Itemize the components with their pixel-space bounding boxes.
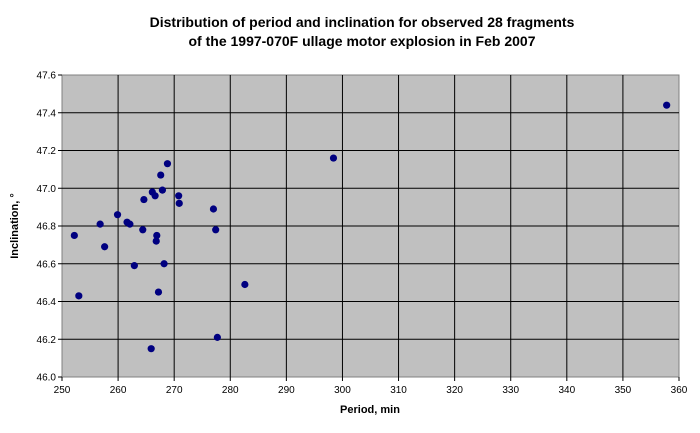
y-tick-label: 46.4 (37, 297, 57, 308)
data-point (241, 280, 249, 289)
x-tick-label: 300 (334, 385, 351, 396)
data-point (157, 171, 165, 179)
data-point (160, 260, 168, 268)
data-point (209, 205, 218, 213)
chart-title-line-1: Distribution of period and inclination f… (150, 14, 575, 30)
data-point (75, 292, 83, 300)
data-point (212, 226, 220, 234)
x-tick-label: 360 (671, 385, 688, 396)
data-point (151, 192, 159, 200)
x-tick-label: 340 (558, 385, 575, 396)
x-axis-label: Period, min (340, 404, 400, 416)
x-tick-label: 330 (502, 385, 519, 396)
y-axis-label: Inclination, ° (9, 193, 21, 259)
data-point (139, 226, 147, 234)
y-tick-label: 46.8 (37, 222, 57, 233)
data-point (126, 220, 134, 228)
data-points (70, 101, 671, 353)
x-tick-label: 270 (166, 385, 183, 396)
y-tick-label: 46.0 (37, 373, 57, 384)
x-tick-label: 350 (615, 385, 632, 396)
data-point (163, 160, 172, 168)
data-point (152, 237, 160, 245)
data-point (175, 199, 183, 207)
data-point (113, 211, 122, 219)
data-point (147, 345, 155, 353)
data-point (213, 333, 221, 341)
y-tick-label: 47.4 (37, 108, 57, 119)
x-tick-label: 290 (278, 385, 295, 396)
y-tick-label: 46.2 (37, 335, 57, 346)
y-tick-label: 46.6 (37, 259, 57, 270)
x-tick-label: 310 (390, 385, 407, 396)
data-point (158, 186, 167, 194)
data-point (329, 154, 338, 162)
x-tick-label: 280 (222, 385, 239, 396)
data-point (175, 192, 183, 200)
y-tick-label: 47.6 (37, 71, 57, 82)
data-point (70, 231, 78, 240)
chart-title-line-2: of the 1997-070F ullage motor explosion … (189, 33, 536, 49)
y-axis-ticks: 46.0 46.2 46.4 46.6 46.8 47.0 47.2 47.4 47.6 (37, 71, 62, 384)
data-point (154, 288, 163, 296)
y-tick-label: 47.2 (37, 146, 57, 157)
data-point (96, 220, 104, 228)
data-point (101, 243, 109, 251)
data-point (663, 101, 671, 109)
x-tick-label: 320 (446, 385, 463, 396)
data-point (130, 262, 138, 270)
x-axis-ticks: 250 260 270 280 290 300 310 320 330 340 350 360 (54, 377, 688, 396)
x-tick-label: 250 (54, 385, 71, 396)
data-point (140, 195, 148, 204)
y-tick-label: 47.0 (37, 184, 57, 195)
data-point (153, 231, 161, 240)
x-tick-label: 260 (110, 385, 127, 396)
